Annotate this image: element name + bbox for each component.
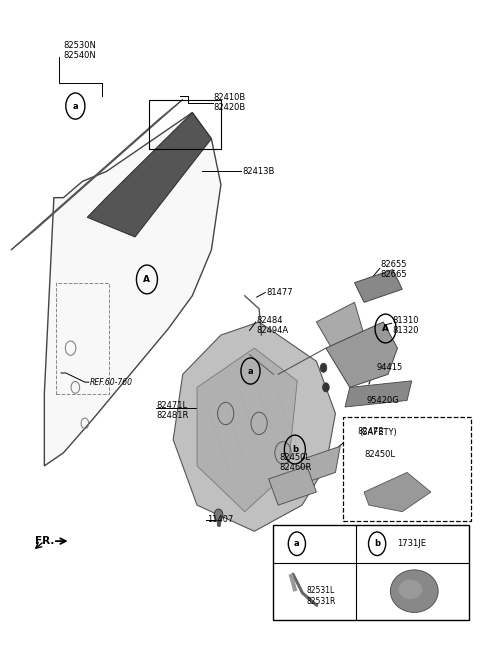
Polygon shape (269, 466, 316, 505)
Bar (274, 525, 469, 620)
Polygon shape (316, 302, 364, 355)
Text: 82471L
82481R: 82471L 82481R (156, 401, 189, 420)
Text: 82473: 82473 (357, 427, 384, 436)
FancyBboxPatch shape (343, 417, 471, 522)
Text: FR.: FR. (35, 536, 54, 546)
Text: 82484
82494A: 82484 82494A (257, 315, 289, 335)
Text: 82531L
82531R: 82531L 82531R (307, 586, 336, 606)
Polygon shape (16, 102, 173, 247)
Bar (56, 283, 109, 394)
Circle shape (214, 509, 223, 521)
Polygon shape (197, 348, 297, 512)
Polygon shape (11, 99, 183, 250)
Text: 1731JE: 1731JE (396, 539, 426, 548)
Polygon shape (44, 112, 221, 466)
Text: 81310
81320: 81310 81320 (393, 315, 419, 335)
Text: REF.60-760: REF.60-760 (90, 378, 132, 387)
Circle shape (323, 383, 329, 392)
Text: 95420G: 95420G (366, 396, 399, 405)
Polygon shape (173, 322, 336, 532)
Circle shape (320, 363, 327, 373)
Text: 11407: 11407 (206, 515, 233, 524)
Text: 82413B: 82413B (242, 167, 275, 176)
Text: 82655
82665: 82655 82665 (381, 260, 408, 279)
Text: 82410B
82420B: 82410B 82420B (214, 93, 246, 112)
Polygon shape (355, 269, 402, 302)
Text: 82530N
82540N: 82530N 82540N (63, 41, 96, 60)
Polygon shape (326, 322, 397, 388)
Ellipse shape (390, 570, 438, 612)
Text: a: a (294, 539, 300, 548)
Text: b: b (292, 445, 298, 454)
Text: (SAFETY): (SAFETY) (360, 428, 397, 438)
Text: 94415: 94415 (376, 363, 402, 373)
Text: A: A (382, 324, 389, 333)
Polygon shape (364, 472, 431, 512)
Text: a: a (72, 102, 78, 110)
Text: a: a (248, 367, 253, 376)
Text: 82450L
82460R: 82450L 82460R (279, 453, 312, 472)
Text: b: b (374, 539, 380, 548)
Polygon shape (345, 381, 412, 407)
Bar (149, 99, 221, 148)
Polygon shape (297, 446, 340, 486)
Polygon shape (87, 112, 211, 237)
Ellipse shape (398, 579, 422, 599)
Text: 82450L: 82450L (364, 450, 395, 459)
Text: A: A (144, 275, 150, 284)
Text: 81477: 81477 (266, 288, 293, 297)
